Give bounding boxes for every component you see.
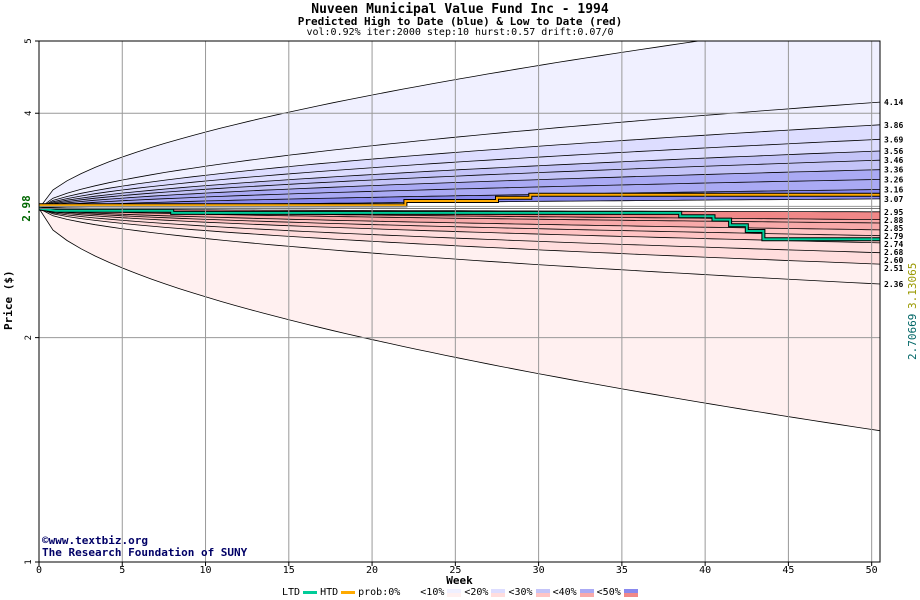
upper-contour-4 — [39, 150, 880, 209]
legend-p50-swatch — [623, 588, 638, 597]
y-axis-label: Price ($) — [2, 270, 15, 330]
y-tick-label: 2 — [24, 335, 34, 340]
legend-htd-label: HTD — [320, 587, 339, 598]
y-tick-label: 1 — [24, 559, 34, 564]
lower-band-4 — [39, 208, 880, 243]
lower-contour-0 — [39, 208, 880, 432]
legend-ltd-label: LTD — [282, 587, 301, 598]
x-tick-label: 10 — [200, 565, 212, 576]
upper-band-6 — [39, 169, 880, 209]
y-tick-label: 4 — [24, 111, 34, 116]
x-tick-label: 15 — [283, 565, 295, 576]
band-end-label: 2.60 — [884, 256, 903, 265]
upper-band-1 — [39, 102, 880, 209]
upper-band-2 — [39, 124, 880, 209]
band-end-label: 3.36 — [884, 166, 903, 175]
probability-bands — [39, 41, 880, 432]
x-tick-label: 30 — [533, 565, 545, 576]
legend: LTD HTD prob:0% <10% <20% <30% <40% <50% — [282, 587, 638, 598]
upper-contour-3 — [39, 138, 880, 209]
upper-contour-1 — [39, 101, 880, 209]
lower-band-2 — [39, 208, 880, 265]
upper-contour-5 — [39, 159, 880, 209]
credit-url: ©www.textbiz.org — [42, 534, 148, 547]
upper-contour-8 — [39, 189, 880, 209]
upper-contour-0 — [39, 41, 702, 209]
start-price-label: 2.98 — [20, 195, 33, 222]
legend-p30-label: <30% — [508, 587, 533, 598]
legend-p40-swatch — [579, 588, 594, 597]
lower-contour-3 — [39, 208, 880, 254]
legend-p10-swatch — [447, 588, 462, 597]
lower-contour-4 — [39, 208, 880, 244]
lower-band-6 — [39, 208, 880, 230]
x-tick-label: 20 — [366, 565, 378, 576]
lower-band-5 — [39, 208, 880, 236]
band-end-label: 3.69 — [884, 135, 903, 144]
legend-p10-label: <10% — [420, 587, 445, 598]
band-end-label: 4.14 — [884, 98, 903, 107]
chart-subtitle: Predicted High to Date (blue) & Low to D… — [297, 15, 623, 28]
plot-frame — [38, 40, 881, 563]
upper-band-4 — [39, 151, 880, 209]
x-tick-label: 35 — [616, 565, 628, 576]
upper-band-3 — [39, 139, 880, 209]
upper-band-5 — [39, 160, 880, 209]
band-end-label: 3.56 — [884, 147, 903, 156]
lower-band-0 — [39, 208, 880, 431]
band-end-label: 3.46 — [884, 156, 903, 165]
band-end-label: 2.51 — [884, 264, 903, 273]
upper-contour-2 — [39, 124, 880, 209]
lower-contour-9 — [39, 208, 880, 213]
band-end-label: 2.88 — [884, 216, 903, 225]
x-tick-label: 45 — [782, 565, 794, 576]
upper-contour-7 — [39, 179, 880, 209]
lower-contour-6 — [39, 208, 880, 231]
chart-params: vol:0.92% iter:2000 step:10 hurst:0.57 d… — [306, 27, 614, 38]
lower-band-7 — [39, 208, 880, 223]
lower-contour-2 — [39, 208, 880, 265]
band-end-label: 2.95 — [884, 208, 903, 217]
y-tick-label: 5 — [24, 38, 34, 43]
upper-contour-6 — [39, 169, 880, 209]
chart-title: Nuveen Municipal Value Fund Inc - 1994 — [311, 2, 609, 17]
legend-p50-label: <50% — [596, 587, 621, 598]
x-axis-label: Week — [446, 574, 473, 587]
band-end-label: 3.86 — [884, 121, 903, 130]
series-line-htd — [39, 193, 880, 207]
lower-contour-1 — [39, 208, 880, 285]
x-tick-label: 40 — [699, 565, 711, 576]
lower-contour-5 — [39, 208, 880, 237]
upper-band-7 — [39, 179, 880, 209]
legend-prob0-label: prob:0% — [358, 587, 401, 598]
band-end-label: 2.79 — [884, 232, 903, 241]
upper-band-0 — [39, 41, 880, 209]
x-tick-label: 25 — [449, 565, 461, 576]
band-end-label: 2.85 — [884, 224, 903, 233]
x-tick-label: 0 — [36, 565, 42, 576]
legend-p30-swatch — [535, 588, 550, 597]
credit-org: The Research Foundation of SUNY — [42, 546, 248, 559]
x-tick-label: 5 — [119, 565, 125, 576]
legend-p20-swatch — [491, 588, 506, 597]
series-line-ltd — [39, 207, 880, 241]
x-tick-label: 50 — [866, 565, 878, 576]
band-end-label: 3.26 — [884, 175, 903, 184]
band-end-label: 3.07 — [884, 195, 903, 204]
band-end-label: 2.36 — [884, 280, 903, 289]
legend-htd-swatch — [341, 591, 356, 594]
lower-band-3 — [39, 208, 880, 253]
band-end-label: 2.68 — [884, 248, 903, 257]
band-end-label: 3.16 — [884, 186, 903, 195]
legend-p40-label: <40% — [552, 587, 577, 598]
legend-p20-label: <20% — [464, 587, 489, 598]
last-high-value: 3.13065 — [906, 263, 919, 309]
last-low-value: 2.70669 — [906, 314, 919, 360]
legend-prob0-swatch — [403, 588, 418, 597]
band-end-label: 2.74 — [884, 240, 903, 249]
legend-ltd-swatch — [303, 591, 318, 594]
